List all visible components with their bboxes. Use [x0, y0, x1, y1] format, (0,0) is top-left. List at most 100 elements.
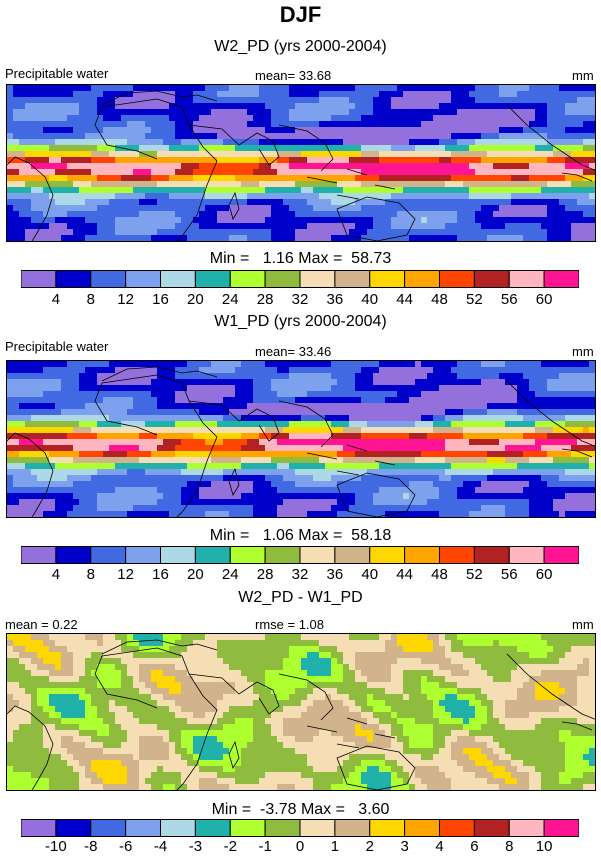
field-cell [373, 151, 380, 158]
field-cell [463, 361, 470, 368]
field-cell [7, 133, 14, 140]
field-cell [175, 193, 182, 200]
field-cell [301, 103, 308, 110]
field-cell [259, 115, 266, 122]
field-cell [229, 181, 236, 188]
field-cell [529, 367, 536, 374]
field-cell [397, 169, 404, 176]
field-cell [487, 97, 494, 104]
field-cell [253, 193, 260, 200]
field-cell [487, 361, 494, 368]
field-cell [367, 151, 374, 158]
field-cell [427, 205, 434, 212]
field-cell [91, 445, 98, 452]
field-cell [43, 133, 50, 140]
field-cell [463, 451, 470, 458]
field-cell [577, 481, 584, 488]
field-cell [409, 199, 416, 206]
field-cell [487, 433, 494, 440]
field-cell [505, 391, 512, 398]
field-cell [7, 199, 14, 206]
field-cell [181, 391, 188, 398]
field-cell [67, 241, 74, 242]
field-cell [469, 493, 476, 500]
field-cell [235, 115, 242, 122]
field-cell [277, 235, 284, 241]
field-cell [169, 145, 176, 152]
field-cell [13, 493, 20, 500]
field-cell [277, 211, 284, 218]
field-cell [487, 469, 494, 476]
field-cell [67, 193, 74, 200]
field-cell [31, 169, 38, 176]
field-cell [223, 475, 230, 482]
field-cell [37, 367, 44, 374]
field-cell [55, 133, 62, 140]
field-cell [73, 457, 80, 464]
field-cell [487, 199, 494, 206]
field-cell [463, 121, 470, 128]
field-cell [511, 97, 518, 104]
field-cell [271, 229, 278, 236]
field-cell [79, 433, 86, 440]
field-cell [523, 235, 530, 241]
field-cell [115, 115, 122, 122]
field-cell [457, 385, 464, 392]
field-cell [487, 205, 494, 212]
field-cell [391, 457, 398, 464]
field-cell [361, 433, 368, 440]
field-cell [463, 433, 470, 440]
field-cell [439, 427, 446, 434]
field-cell [511, 193, 518, 200]
field-cell [139, 139, 146, 146]
field-cell [529, 229, 536, 236]
field-cell [421, 85, 428, 92]
field-cell [463, 91, 470, 98]
field-cell [481, 385, 488, 392]
field-cell [31, 145, 38, 152]
field-cell [283, 133, 290, 140]
field-cell [343, 493, 350, 500]
field-cell [13, 235, 20, 241]
field-cell [13, 379, 20, 386]
field-cell [205, 439, 212, 446]
field-cell [325, 223, 332, 230]
field-cell [121, 457, 128, 464]
field-cell [427, 403, 434, 410]
field-cell [193, 475, 200, 482]
field-cell [91, 457, 98, 464]
field-cell [151, 433, 158, 440]
field-cell [421, 199, 428, 206]
field-cell [547, 433, 554, 440]
field-cell [127, 445, 134, 452]
field-cell [241, 133, 248, 140]
colorbar-box-15 [543, 270, 579, 288]
field-cell [493, 85, 500, 92]
field-cell [241, 415, 248, 422]
field-cell [19, 427, 26, 434]
field-cell [343, 433, 350, 440]
field-cell [211, 469, 218, 476]
field-cell [565, 181, 572, 188]
field-cell [469, 463, 476, 470]
field-cell [109, 217, 116, 224]
field-cell [355, 211, 362, 218]
field-cell [583, 181, 590, 188]
field-cell [517, 415, 524, 422]
field-cell [139, 367, 146, 374]
field-cell [403, 379, 410, 386]
field-cell [427, 409, 434, 416]
field-cell [181, 493, 188, 500]
field-cell [421, 241, 428, 242]
field-cell [445, 109, 452, 116]
field-cell [343, 169, 350, 176]
field-cell [535, 145, 542, 152]
field-cell [55, 463, 62, 470]
field-cell [127, 145, 134, 152]
field-cell [379, 223, 386, 230]
field-cell [199, 181, 206, 188]
field-cell [7, 97, 14, 104]
field-cell [37, 145, 44, 152]
field-cell [253, 187, 260, 194]
field-cell [301, 427, 308, 434]
